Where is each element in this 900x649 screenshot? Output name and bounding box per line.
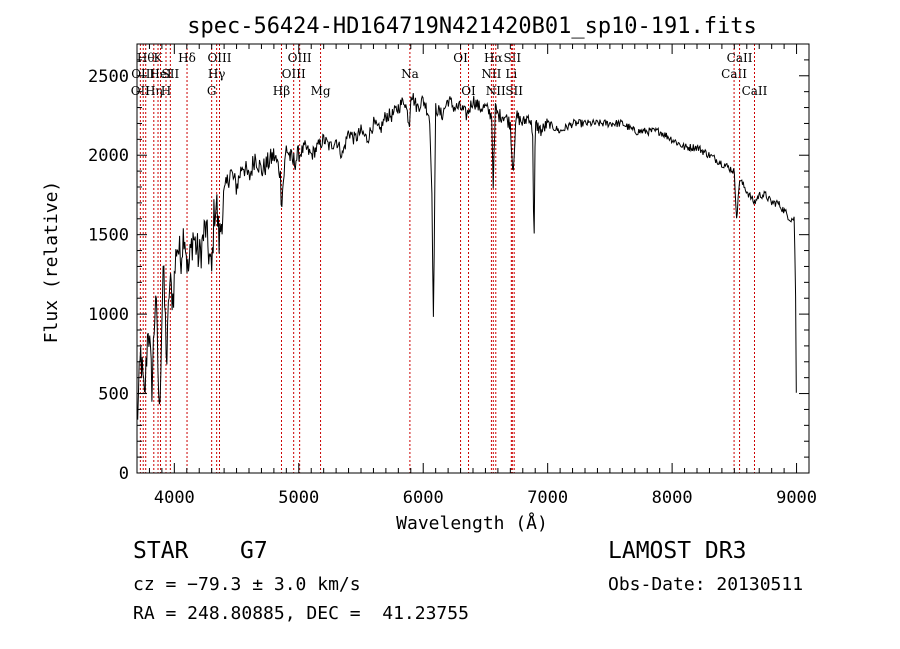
spectral-line-label: NII (481, 67, 501, 81)
y-axis-label: Flux (relative) (41, 181, 62, 344)
spectral-line-label: SII (161, 67, 179, 81)
plot-frame (136, 43, 810, 474)
spectral-line-label: K (154, 51, 164, 65)
spectral-line-label: NII (486, 84, 506, 98)
spectral-line-label: CaII (742, 84, 768, 98)
y-tick-label: 0 (119, 464, 129, 484)
spectral-line-label: Li (505, 67, 517, 81)
spectral-line-label: Hγ (208, 67, 226, 81)
spectral-line-label: Mg (311, 84, 331, 98)
spectral-line-label: Na (401, 67, 419, 81)
x-tick-label: 4000 (154, 488, 195, 508)
chart-title: spec-56424-HD164719N421420B01_sp10-191.f… (187, 14, 757, 39)
coordinates: RA = 248.80885, DEC = 41.23755 (133, 603, 469, 624)
spectral-line-label: SII (503, 51, 521, 65)
x-axis-label: Wavelength (Å) (396, 512, 548, 534)
spectral-line-label: CaII (727, 51, 753, 65)
spectral-line-label: Hβ (273, 84, 290, 98)
redshift-velocity: cz = −79.3 ± 3.0 km/s (133, 574, 361, 595)
y-tick-label: 1000 (88, 305, 129, 325)
y-axis: 0 500 1000 1500 2000 2500 (88, 59, 809, 484)
spectral-line-label: OIII (207, 51, 231, 65)
spectrum-series-line (136, 93, 797, 420)
x-tick-label: 6000 (403, 488, 444, 508)
spectral-line-label: Hθ (137, 51, 155, 65)
spectral-line-label: OIII (282, 67, 306, 81)
spectral-line-label: G (207, 84, 217, 98)
object-subclass: G7 (240, 538, 268, 564)
y-tick-label: 2500 (88, 67, 129, 87)
spectral-line-label: OI (461, 84, 476, 98)
y-tick-label: 500 (98, 385, 129, 405)
spectral-line-label: CaII (721, 67, 747, 81)
spectral-line-markers: OIIOIIIHθHηKHeIHSIIHδGHγOIIIHβOIIIOIIIMg… (131, 44, 768, 473)
x-tick-label: 8000 (652, 488, 693, 508)
x-tick-label: 7000 (527, 488, 568, 508)
observation-date: Obs-Date: 20130511 (608, 574, 804, 595)
spectral-line-label: H (161, 84, 171, 98)
spectral-line-label: Hα (484, 51, 503, 65)
x-tick-label: 9000 (776, 488, 817, 508)
spectral-line-label: Hη (145, 84, 163, 98)
spectral-line-label: OII (131, 84, 151, 98)
x-tick-label: 5000 (278, 488, 319, 508)
spectral-line-label: OI (453, 51, 468, 65)
x-axis: 4000 5000 6000 7000 8000 9000 (148, 44, 817, 508)
spectral-line-label: OIII (288, 51, 312, 65)
y-tick-label: 2000 (88, 146, 129, 166)
y-tick-label: 1500 (88, 226, 129, 246)
object-class: STAR (133, 538, 189, 564)
spectral-line-label: SII (505, 84, 523, 98)
spectral-line-label: Hδ (178, 51, 196, 65)
survey-name: LAMOST DR3 (608, 538, 747, 564)
